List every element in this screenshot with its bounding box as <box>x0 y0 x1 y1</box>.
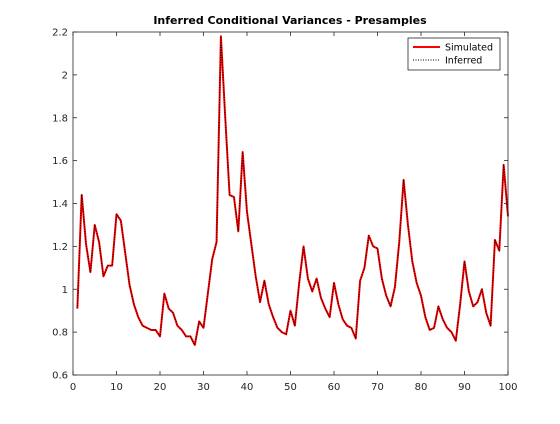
y-tick-label: 2 <box>62 70 68 81</box>
y-tick-label: 1.6 <box>52 156 68 167</box>
y-tick-label: 2.2 <box>52 28 68 39</box>
x-tick-labels: 0 10 20 30 40 50 60 70 80 90 100 <box>70 382 518 393</box>
axes-background <box>73 32 508 375</box>
x-tick-label: 80 <box>415 382 428 393</box>
y-tick-label: 0.8 <box>52 328 68 339</box>
x-tick-label: 100 <box>498 382 517 393</box>
legend-label-simulated: Simulated <box>445 43 493 54</box>
y-tick-labels: 0.6 0.8 1 1.2 1.4 1.6 1.8 2 2.2 <box>52 28 68 382</box>
y-tick-label: 0.6 <box>52 371 68 382</box>
y-tick-label: 1.2 <box>52 242 68 253</box>
chart-title: Inferred Conditional Variances - Presamp… <box>153 14 427 27</box>
series-line-simulated <box>76 35 509 346</box>
x-tick-label: 70 <box>371 382 384 393</box>
x-tick-label: 50 <box>284 382 297 393</box>
legend-box <box>407 37 501 71</box>
x-tick-label: 30 <box>197 382 210 393</box>
x-tick-label: 60 <box>328 382 341 393</box>
y-tick-label: 1.4 <box>52 199 68 210</box>
x-tick-label: 10 <box>110 382 123 393</box>
x-tick-label: 90 <box>458 382 471 393</box>
legend: Simulated Inferred <box>407 37 501 71</box>
x-tick-label: 20 <box>154 382 167 393</box>
plot-lines <box>76 35 509 346</box>
legend-label-inferred: Inferred <box>445 56 482 67</box>
axes-box <box>72 31 509 376</box>
x-tick-label: 0 <box>70 382 76 393</box>
y-tick-label: 1.8 <box>52 113 68 124</box>
y-tick-label: 1 <box>62 285 68 296</box>
x-tick-label: 40 <box>241 382 254 393</box>
